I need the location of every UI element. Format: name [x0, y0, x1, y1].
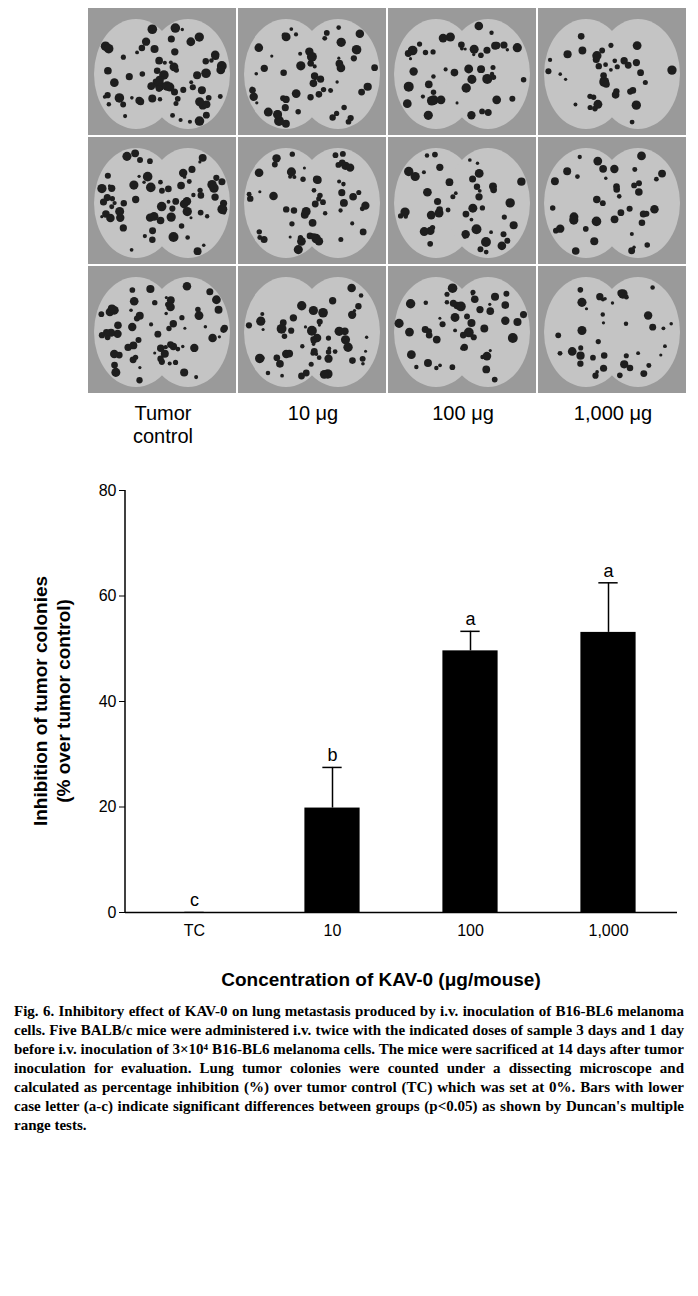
svg-text:100: 100: [457, 922, 484, 939]
html-text:1,000 μg: 1,000 μg: [573, 402, 653, 424]
svg-text:0: 0: [108, 904, 117, 921]
svg-text:10: 10: [324, 922, 342, 939]
svg-text:60: 60: [99, 587, 117, 604]
html-text:Tumor control: Tumor control: [133, 402, 193, 447]
svg-text:Concentration of KAV-0 (μg/mou: Concentration of KAV-0 (μg/mouse): [221, 969, 541, 990]
html-text:Fig. 6. Inhibitory effect of K: Fig. 6. Inhibitory effect of KAV-0 on lu…: [14, 1003, 684, 1133]
html-text:10 μg: 10 μg: [287, 402, 339, 424]
svg-text:Inhibition of tumor colonies(%: Inhibition of tumor colonies(% over tumo…: [30, 576, 74, 826]
svg-text:1,000: 1,000: [588, 922, 628, 939]
svg-text:c: c: [190, 890, 199, 910]
svg-text:b: b: [327, 745, 337, 765]
svg-text:80: 80: [99, 482, 117, 499]
svg-text:a: a: [603, 561, 614, 581]
html-text:100 μg: 100 μg: [432, 402, 494, 424]
svg-text:20: 20: [99, 798, 117, 815]
svg-text:a: a: [465, 609, 476, 629]
svg-text:TC: TC: [184, 922, 205, 939]
svg-text:40: 40: [99, 693, 117, 710]
